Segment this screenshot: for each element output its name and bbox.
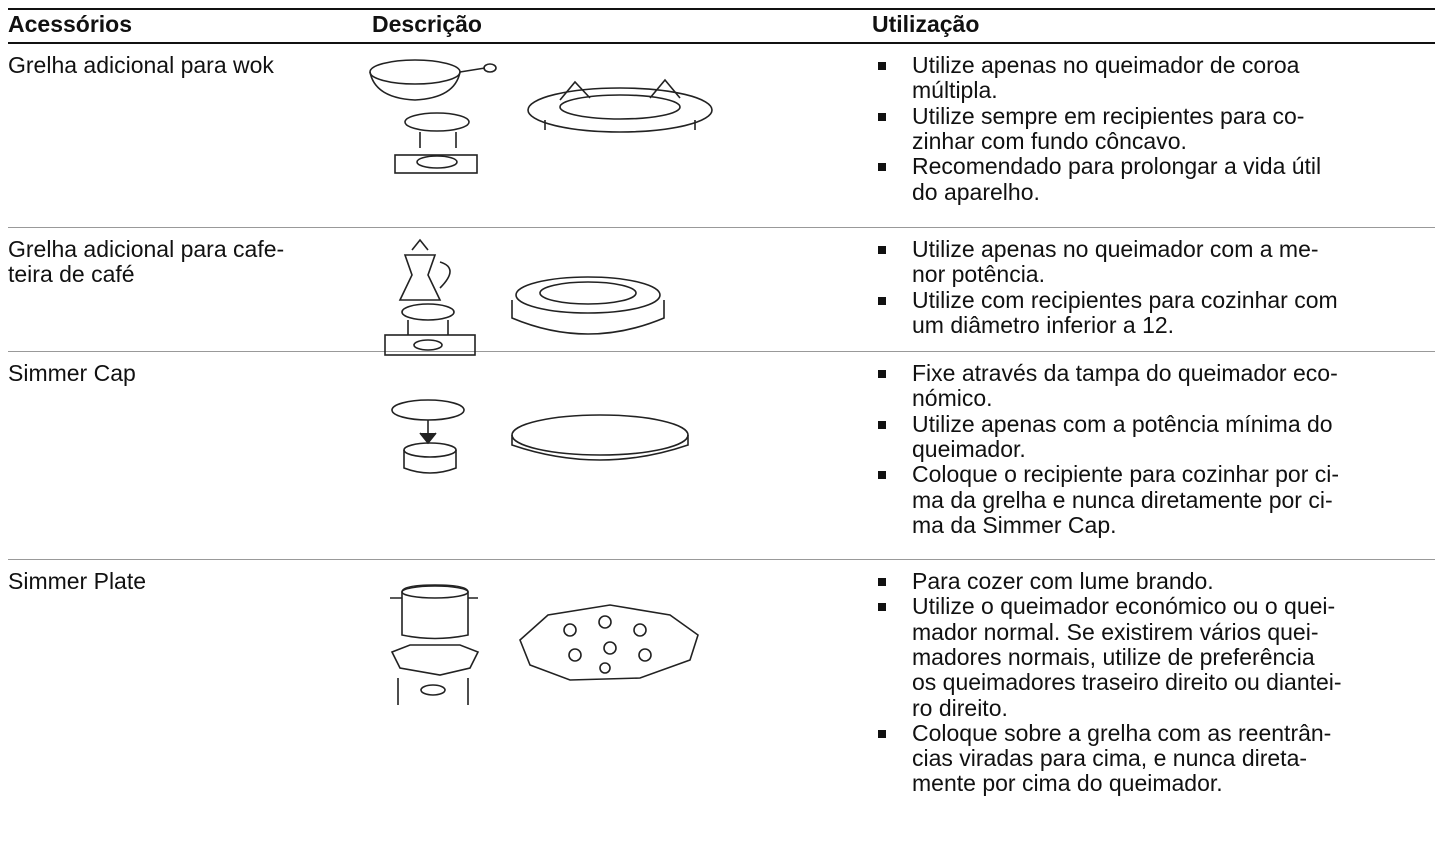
usage-text: Utilize apenas com a potência mínima do [912, 410, 1333, 437]
usage-text: zinhar com fundo côncavo. [912, 127, 1187, 154]
usage-text: Utilize sempre em recipientes para co- [912, 102, 1305, 129]
bullet [878, 62, 886, 70]
usage-text: mador normal. Se existirem vários quei- [912, 618, 1319, 645]
bullet [878, 163, 886, 172]
bullet [878, 420, 886, 429]
accessory-name: Simmer Cap [8, 360, 136, 386]
usage-text: cias viradas para cima, e nunca direta- [912, 745, 1308, 772]
usage-text: Fixe através da tampa do queimador eco- [912, 360, 1338, 386]
usage-text: os queimadores traseiro direito ou diant… [912, 669, 1342, 696]
simmer-cap-illustration [391, 399, 689, 474]
usage-text: Coloque o recipiente para cozinhar por c… [912, 461, 1340, 488]
wok-illustration [369, 59, 713, 174]
bullet [878, 471, 886, 480]
usage-text: nor potência. [912, 261, 1045, 288]
column-header: Utilização [872, 11, 980, 37]
row-rule [8, 351, 1435, 352]
usage-text: ro direito. [912, 694, 1008, 721]
usage-text: Utilize apenas no queimador com a me- [912, 236, 1319, 262]
usage-text: madores normais, utilize de preferência [912, 643, 1315, 670]
accessory-name: Grelha adicional para cafe- [8, 236, 285, 262]
bullet [878, 370, 886, 378]
bullet [878, 246, 886, 254]
usage-text: Recomendado para prolongar a vida útil [912, 153, 1322, 180]
bullet [878, 603, 886, 612]
usage-text: queimador. [912, 435, 1026, 462]
usage-text: do aparelho. [912, 178, 1040, 205]
column-header: Descrição [372, 11, 482, 37]
usage-text: ma da Simmer Cap. [912, 511, 1117, 538]
bullet [878, 112, 886, 121]
usage-text: Utilize com recipientes para cozinhar co… [912, 286, 1338, 313]
bullet [878, 578, 886, 586]
accessory-name: Grelha adicional para wok [8, 52, 274, 78]
usage-text: um diâmetro inferior a 12. [912, 311, 1175, 338]
coffee-illustration [384, 238, 665, 356]
accessory-name: teira de café [8, 261, 135, 288]
usage-text: ma da grelha e nunca diretamente por ci- [912, 486, 1333, 513]
simmer-plate-illustration [390, 584, 699, 705]
usage-text: Coloque sobre a grelha com as reentrân- [912, 719, 1332, 746]
accessory-name: Simmer Plate [8, 568, 147, 594]
usage-text: múltipla. [912, 77, 998, 104]
usage-text: Utilize apenas no queimador de coroa [912, 52, 1300, 78]
usage-text: mente por cima do queimador. [912, 770, 1223, 797]
row-rule [8, 559, 1435, 560]
row-rule [8, 227, 1435, 228]
header-rule [8, 42, 1435, 44]
bullet [878, 729, 886, 738]
column-header: Acessórios [8, 11, 133, 37]
bullet [878, 296, 886, 305]
usage-text: Utilize o queimador económico ou o quei- [912, 593, 1336, 620]
usage-text: Para cozer com lume brando. [912, 568, 1214, 594]
top-rule [8, 8, 1435, 10]
usage-text: nómico. [912, 385, 993, 412]
